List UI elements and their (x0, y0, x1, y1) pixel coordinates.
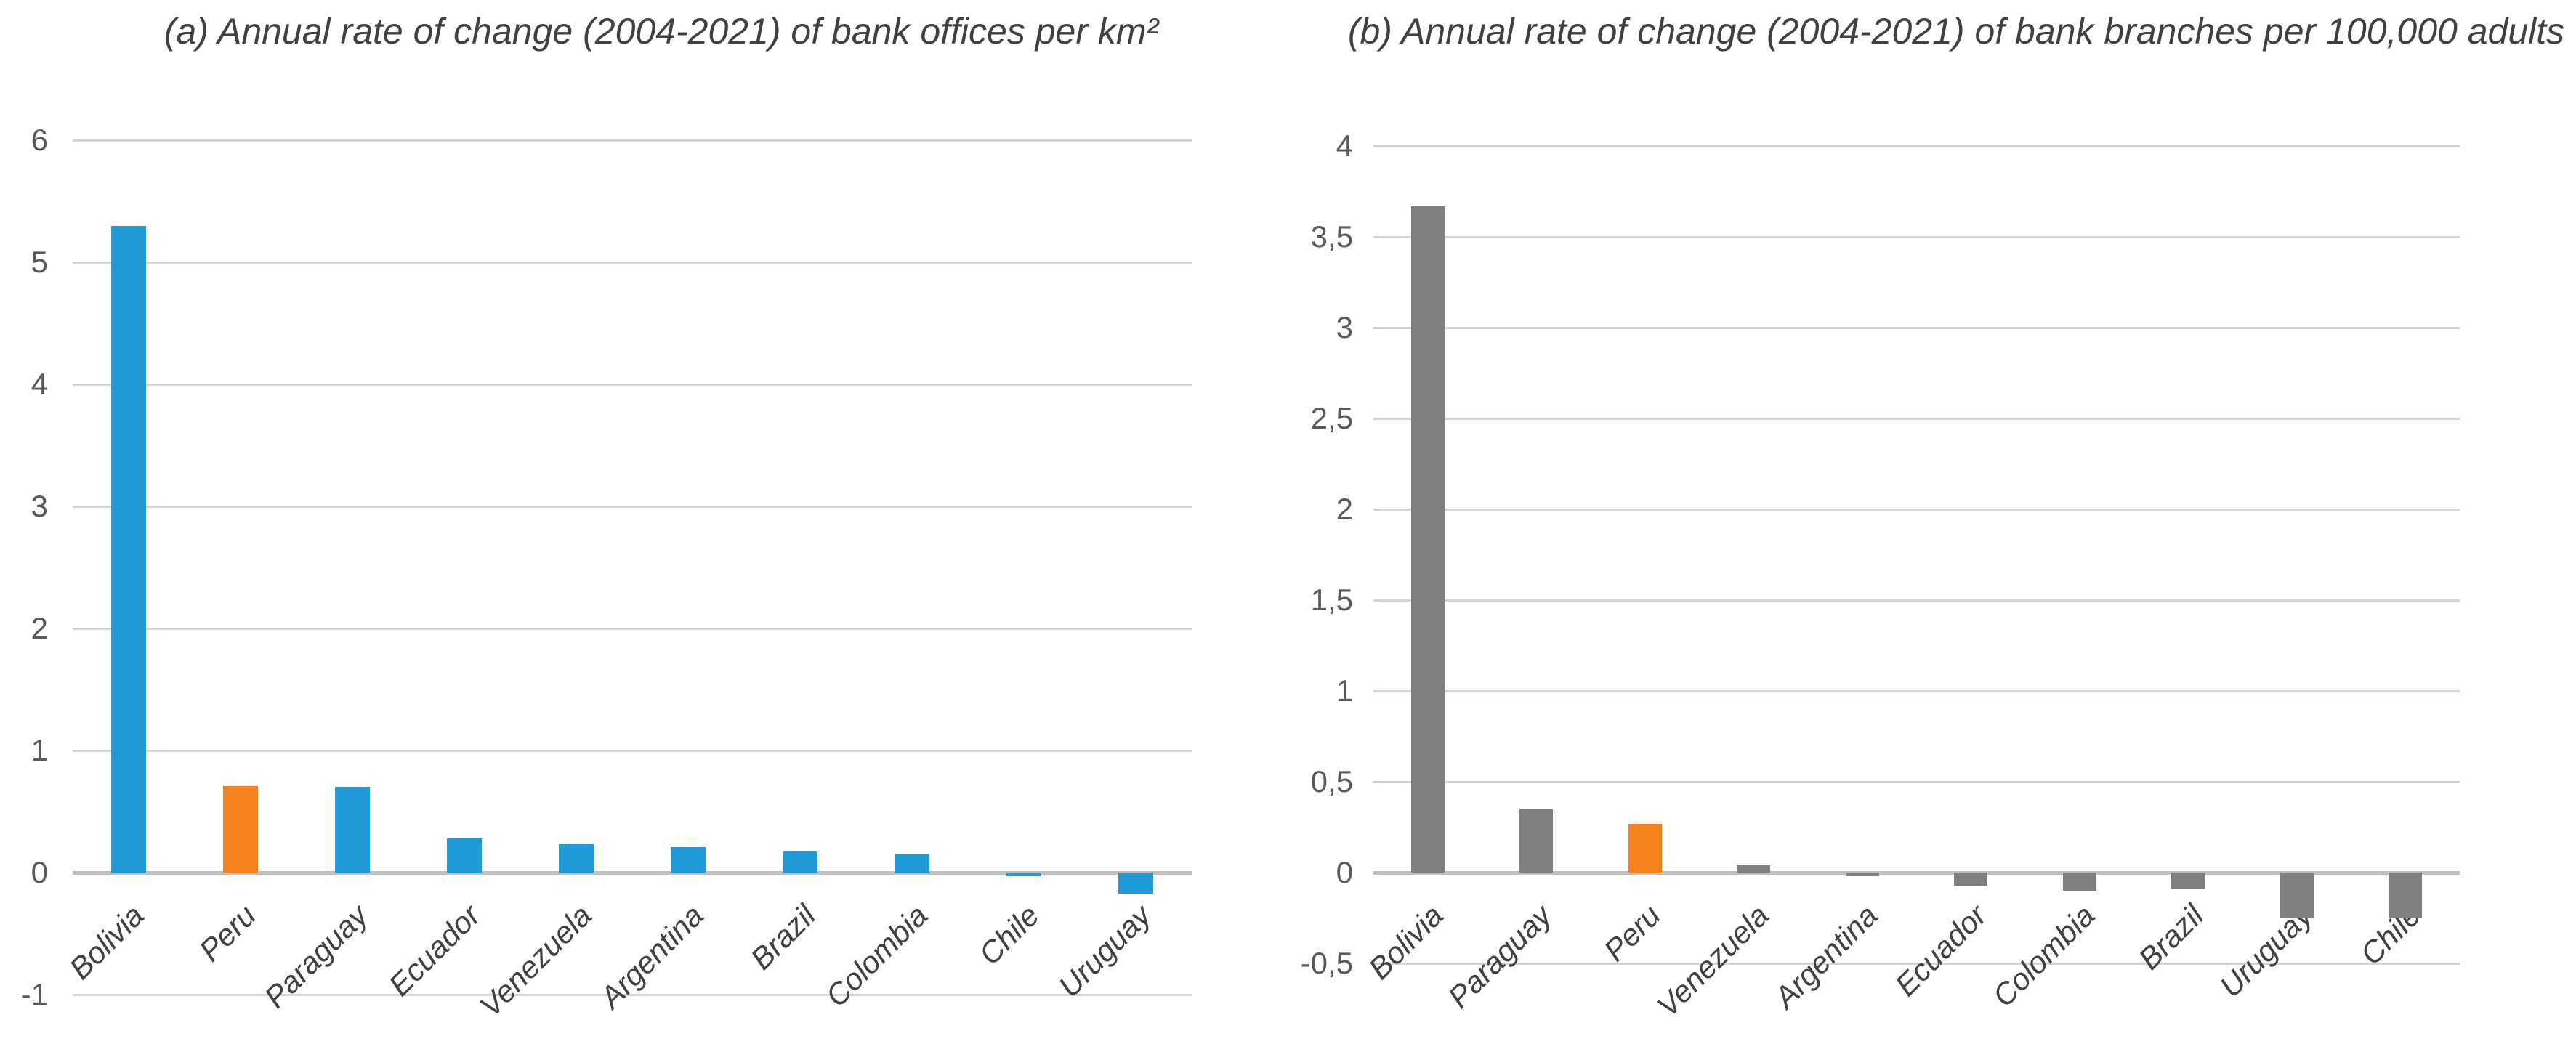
bar-argentina (1845, 873, 1879, 876)
x-axis-label-colombia: Colombia (818, 898, 934, 1013)
gridline (73, 993, 1192, 996)
bar-bolivia (111, 225, 146, 873)
x-axis-label-uruguay: Uruguay (1051, 898, 1158, 1004)
bar-paraguay (335, 787, 370, 873)
x-axis-label-peru: Peru (193, 898, 263, 968)
x-axis-label-brazil: Brazil (743, 898, 823, 976)
bar-brazil (783, 851, 817, 873)
y-tick-label: 1 (31, 733, 48, 767)
x-axis-label-argentina: Argentina (1767, 898, 1884, 1015)
gridline (1373, 599, 2460, 602)
x-axis-label-ecuador: Ecuador (1888, 898, 1993, 1003)
x-axis-label-argentina: Argentina (593, 898, 711, 1015)
bar-uruguay (2280, 873, 2314, 918)
y-tick-label: 4 (31, 367, 48, 401)
y-tick-label: 2 (1336, 492, 1353, 526)
x-axis-label-paraguay: Paraguay (257, 898, 375, 1015)
y-tick-label: 5 (31, 245, 48, 279)
x-axis-label-colombia: Colombia (1986, 898, 2101, 1013)
x-axis-label-bolivia: Bolivia (62, 898, 151, 986)
y-tick-label: 0 (1336, 855, 1353, 889)
gridline (1373, 326, 2460, 329)
gridline (73, 627, 1192, 630)
x-axis-label-brazil: Brazil (2131, 898, 2210, 976)
gridline (73, 139, 1192, 142)
y-tick-label: 6 (31, 123, 48, 157)
gridline (73, 505, 1192, 508)
x-axis-label-chile: Chile (972, 898, 1046, 971)
bar-venezuela (1737, 865, 1771, 873)
bar-brazil (2171, 873, 2205, 889)
bar-peru (223, 785, 258, 873)
gridline (73, 383, 1192, 386)
bar-paraguay (1519, 809, 1554, 873)
chart-b-title: (b) Annual rate of change (2004-2021) of… (1347, 11, 2565, 52)
y-tick-label: 3 (1336, 310, 1353, 344)
gridline (1373, 145, 2460, 147)
bar-colombia (2062, 873, 2096, 891)
bar-colombia (895, 854, 929, 873)
gridline (73, 261, 1192, 264)
gridline (1373, 235, 2460, 238)
gridline (1373, 417, 2460, 420)
bar-argentina (671, 846, 706, 873)
gridline (1373, 962, 2460, 965)
y-tick-label: 3,5 (1310, 219, 1353, 254)
bar-bolivia (1410, 206, 1445, 873)
bar-ecuador (1954, 873, 1988, 886)
y-tick-label: 0,5 (1310, 764, 1353, 798)
y-tick-label: 2 (31, 611, 48, 645)
x-axis-label-ecuador: Ecuador (381, 898, 487, 1003)
y-tick-label: 1 (1336, 673, 1353, 708)
bar-chile (2389, 873, 2423, 918)
x-axis-label-peru: Peru (1596, 898, 1667, 968)
y-axis-zero-line (1373, 870, 2460, 875)
bar-ecuador (447, 838, 482, 873)
gridline (1373, 689, 2460, 692)
x-axis-label-venezuela: Venezuela (1650, 898, 1776, 1024)
x-axis-label-venezuela: Venezuela (472, 898, 599, 1024)
y-tick-label: 3 (31, 489, 48, 523)
y-tick-label: 2,5 (1310, 401, 1353, 435)
chart-a-title: (a) Annual rate of change (2004-2021) of… (163, 11, 1159, 52)
bar-venezuela (559, 844, 594, 873)
gridline (1373, 780, 2460, 783)
y-axis-zero-line (73, 870, 1192, 875)
x-axis-label-bolivia: Bolivia (1362, 898, 1450, 986)
gridline (73, 749, 1192, 752)
bar-uruguay (1118, 873, 1153, 894)
y-tick-label: -0,5 (1300, 946, 1353, 980)
gridline (1373, 508, 2460, 511)
y-tick-label: 1,5 (1310, 583, 1353, 617)
y-tick-label: 0 (31, 855, 48, 889)
x-axis-label-paraguay: Paraguay (1442, 898, 1559, 1015)
y-tick-label: -1 (20, 977, 48, 1011)
y-tick-label: 4 (1336, 129, 1353, 163)
bar-peru (1628, 823, 1662, 873)
bar-chile (1006, 873, 1041, 876)
